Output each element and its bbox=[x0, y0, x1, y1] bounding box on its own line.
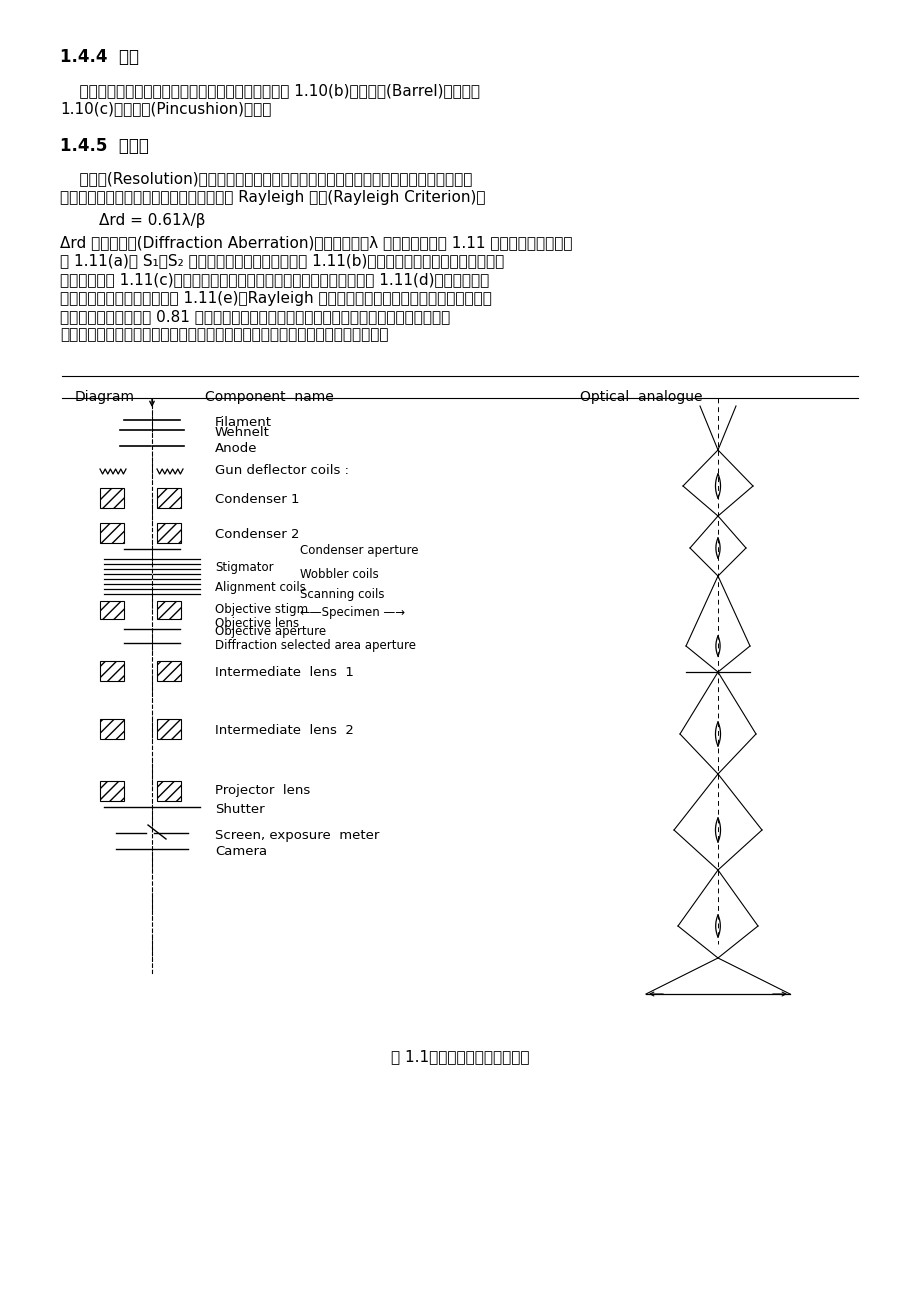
Bar bbox=[100, 488, 124, 508]
Text: Intermediate  lens  2: Intermediate lens 2 bbox=[215, 724, 354, 737]
Text: 1.4.4  扭曲: 1.4.4 扭曲 bbox=[60, 48, 139, 66]
Text: Stigmator: Stigmator bbox=[215, 561, 273, 574]
Bar bbox=[157, 523, 181, 543]
Text: 的繞射強度為最大值的 0.81 倍。繞射像差和透鏡本身的球體像差、色像差、散光對解析度均: 的繞射強度為最大值的 0.81 倍。繞射像差和透鏡本身的球體像差、色像差、散光對… bbox=[60, 309, 449, 324]
Text: Filament: Filament bbox=[215, 417, 272, 428]
Text: 條件下，兩點的最小距離即為解析度。根據 Rayleigh 準則(Rayleigh Criterion)：: 條件下，兩點的最小距離即為解析度。根據 Rayleigh 準則(Rayleigh… bbox=[60, 190, 485, 204]
Text: Condenser 2: Condenser 2 bbox=[215, 529, 300, 542]
Text: Camera: Camera bbox=[215, 845, 267, 858]
Text: Screen, exposure  meter: Screen, exposure meter bbox=[215, 829, 379, 842]
Text: 圖 1.1：電子顯微鏡基本結構。: 圖 1.1：電子顯微鏡基本結構。 bbox=[391, 1049, 528, 1064]
Text: 解析影像。圖 1.11(c)，影像正好為可解析，此時影像已有重疊現象。圖 1.11(d)，兩點間距離: 解析影像。圖 1.11(c)，影像正好為可解析，此時影像已有重疊現象。圖 1.1… bbox=[60, 272, 489, 286]
Bar bbox=[157, 488, 181, 508]
Text: Intermediate  lens  1: Intermediate lens 1 bbox=[215, 667, 354, 680]
Text: Wobbler coils: Wobbler coils bbox=[300, 568, 379, 581]
Bar bbox=[100, 719, 124, 740]
Bar bbox=[100, 602, 124, 618]
Bar bbox=[100, 781, 124, 801]
Text: 小於解析度，而影像重疊。圖 1.11(e)，Rayleigh 準則在影像正好為可解析時，說明影像中央: 小於解析度，而影像重疊。圖 1.11(e)，Rayleigh 準則在影像正好為可… bbox=[60, 290, 492, 306]
Text: Objective lens: Objective lens bbox=[215, 617, 299, 630]
Text: Projector  lens: Projector lens bbox=[215, 784, 310, 797]
Text: Diffraction selected area aperture: Diffraction selected area aperture bbox=[215, 639, 415, 652]
Bar bbox=[100, 523, 124, 543]
Text: Condenser 1: Condenser 1 bbox=[215, 493, 300, 506]
Text: Anode: Anode bbox=[215, 441, 257, 454]
Text: Objective stigm.: Objective stigm. bbox=[215, 603, 312, 616]
Text: Objective aperture: Objective aperture bbox=[215, 625, 325, 638]
Bar bbox=[157, 781, 181, 801]
Text: 圖 1.11(a)為 S₁、S₂ 兩點形成繞射影像之過程。圖 1.11(b)，當兩點相距夠遠時，即可形成可: 圖 1.11(a)為 S₁、S₂ 兩點形成繞射影像之過程。圖 1.11(b)，當… bbox=[60, 254, 504, 268]
Text: 有相當程度的不良影響。欲提升解析度，可由減小球體像差常數和電子波長著手。: 有相當程度的不良影響。欲提升解析度，可由減小球體像差常數和電子波長著手。 bbox=[60, 328, 388, 342]
Bar bbox=[157, 719, 181, 740]
Text: 1.10(c)的針墊形(Pincushion)扭曲。: 1.10(c)的針墊形(Pincushion)扭曲。 bbox=[60, 102, 271, 116]
Text: 扭曲也是因透鏡不完美所造成，常見的扭曲影像如圖 1.10(b)的酒桶形(Barrel)扭曲和圖: 扭曲也是因透鏡不完美所造成，常見的扭曲影像如圖 1.10(b)的酒桶形(Barr… bbox=[60, 83, 480, 98]
Text: Optical  analogue: Optical analogue bbox=[579, 391, 702, 404]
Text: Component  name: Component name bbox=[205, 391, 334, 404]
Text: 解析度(Resolution)為某物體上之兩點經過透鏡成像後，在可以清楚的分辨兩點之影像的: 解析度(Resolution)為某物體上之兩點經過透鏡成像後，在可以清楚的分辨兩… bbox=[60, 172, 471, 186]
Text: Condenser aperture: Condenser aperture bbox=[300, 544, 418, 557]
Bar bbox=[100, 661, 124, 681]
Text: ←—Specimen —→: ←—Specimen —→ bbox=[300, 605, 404, 618]
Text: 1.4.5  解析度: 1.4.5 解析度 bbox=[60, 137, 149, 155]
Text: Shutter: Shutter bbox=[215, 803, 265, 816]
Text: Alignment coils: Alignment coils bbox=[215, 581, 305, 594]
Text: Scanning coils: Scanning coils bbox=[300, 589, 384, 602]
Bar bbox=[157, 661, 181, 681]
Text: Gun deflector coils :: Gun deflector coils : bbox=[215, 464, 348, 477]
Text: Wehnelt: Wehnelt bbox=[215, 426, 269, 439]
Text: Diagram: Diagram bbox=[75, 391, 135, 404]
Text: Δrd = 0.61λ/β: Δrd = 0.61λ/β bbox=[60, 212, 205, 228]
Text: Δrd 為繞射像差(Diffraction Aberration)，即解析度。λ 為電子波長。圖 1.11 說明影像解析情形。: Δrd 為繞射像差(Diffraction Aberration)，即解析度。λ… bbox=[60, 234, 572, 250]
Bar bbox=[157, 602, 181, 618]
